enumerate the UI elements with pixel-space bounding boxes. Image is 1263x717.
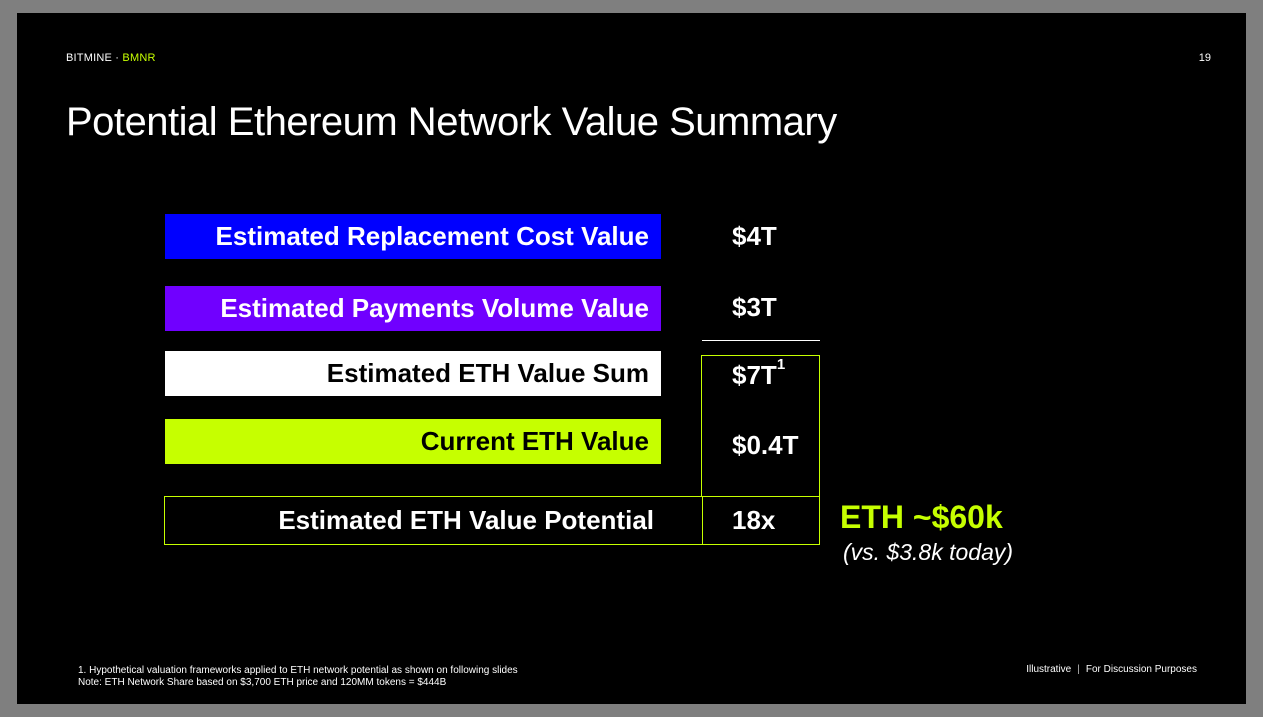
eth-price-target: ETH ~$60k — [840, 499, 1003, 535]
footnote-note: Note: ETH Network Share based on $3,700 … — [78, 677, 447, 688]
brand-name: BITMINE — [66, 52, 113, 64]
footer-separator: | — [1077, 664, 1080, 675]
eth-value-sum-bar: Estimated ETH Value Sum — [165, 351, 661, 396]
current-eth-value-label: Current ETH Value — [420, 426, 649, 456]
payments-volume-bar: Estimated Payments Volume Value — [165, 286, 661, 331]
footer-tags: Illustrative | For Discussion Purposes — [1026, 664, 1197, 675]
footnote-marker: 1 — [776, 356, 786, 373]
payments-volume-value: $3T — [732, 292, 777, 322]
sum-highlight-box — [701, 355, 820, 497]
eth-value-sum-label: Estimated ETH Value Sum — [326, 358, 649, 388]
eth-value-potential-row: Estimated ETH Value Potential — [164, 496, 820, 545]
footnote-1: 1. Hypothetical valuation frameworks app… — [78, 665, 518, 676]
eth-value-potential-value: 18x — [732, 505, 776, 535]
page-number: 19 — [1198, 52, 1211, 64]
eth-value-potential-label: Estimated ETH Value Potential — [278, 505, 654, 535]
discussion-tag: For Discussion Purposes — [1085, 664, 1197, 675]
replacement-cost-bar: Estimated Replacement Cost Value — [165, 214, 661, 259]
current-eth-value-value: $0.4T — [732, 430, 799, 460]
replacement-cost-label: Estimated Replacement Cost Value — [215, 221, 649, 251]
eth-value-sum-value: $7T1 — [732, 356, 785, 391]
footnotes: 1. Hypothetical valuation frameworks app… — [78, 665, 518, 689]
current-eth-value-bar: Current ETH Value — [165, 419, 661, 464]
slide-title: Potential Ethereum Network Value Summary — [66, 100, 837, 144]
replacement-cost-value: $4T — [732, 221, 777, 251]
potential-divider — [702, 497, 703, 544]
sum-rule — [702, 340, 820, 341]
slide: BITMINE · BMNR 19 Potential Ethereum Net… — [17, 13, 1246, 704]
eth-value-sum-amount: $7T — [732, 360, 777, 390]
brand-header: BITMINE · BMNR — [66, 52, 156, 64]
brand-ticker: BMNR — [122, 52, 156, 64]
illustrative-tag: Illustrative — [1026, 664, 1072, 675]
eth-price-comparison: (vs. $3.8k today) — [843, 539, 1014, 565]
payments-volume-label: Estimated Payments Volume Value — [220, 293, 649, 323]
brand-separator: · — [115, 52, 120, 64]
